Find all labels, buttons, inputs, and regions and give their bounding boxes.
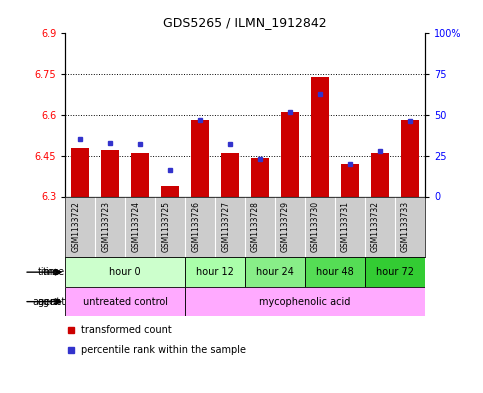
Text: GSM1133728: GSM1133728: [251, 201, 260, 252]
Text: GSM1133722: GSM1133722: [71, 201, 80, 252]
Text: time: time: [43, 267, 65, 277]
Bar: [191, 120, 209, 196]
Text: time: time: [38, 267, 60, 277]
Text: mycophenolic acid: mycophenolic acid: [259, 297, 351, 307]
Text: GSM1133724: GSM1133724: [131, 201, 140, 252]
Bar: [65, 257, 185, 287]
Text: hour 12: hour 12: [196, 267, 234, 277]
Text: GSM1133729: GSM1133729: [281, 201, 290, 252]
Bar: [101, 150, 119, 196]
Text: transformed count: transformed count: [82, 325, 172, 335]
Bar: [185, 287, 425, 316]
Text: hour 24: hour 24: [256, 267, 294, 277]
Bar: [401, 120, 419, 196]
Text: hour 72: hour 72: [376, 267, 414, 277]
Bar: [341, 164, 359, 196]
Bar: [161, 185, 179, 196]
Bar: [281, 112, 299, 196]
Bar: [305, 257, 365, 287]
Text: GSM1133733: GSM1133733: [401, 201, 410, 252]
Bar: [311, 77, 329, 196]
Bar: [185, 257, 245, 287]
Bar: [251, 158, 269, 196]
Text: GSM1133732: GSM1133732: [371, 201, 380, 252]
Bar: [371, 153, 389, 196]
Text: GSM1133726: GSM1133726: [191, 201, 200, 252]
Text: GSM1133730: GSM1133730: [311, 201, 320, 252]
Bar: [71, 147, 89, 196]
Text: untreated control: untreated control: [83, 297, 168, 307]
Bar: [365, 257, 425, 287]
Bar: [245, 257, 305, 287]
Text: agent: agent: [37, 297, 65, 307]
Text: GSM1133731: GSM1133731: [341, 201, 350, 252]
Text: GSM1133725: GSM1133725: [161, 201, 170, 252]
Text: percentile rank within the sample: percentile rank within the sample: [82, 345, 246, 355]
Text: hour 48: hour 48: [316, 267, 354, 277]
Bar: [65, 287, 185, 316]
Text: hour 0: hour 0: [109, 267, 141, 277]
Text: agent: agent: [32, 297, 60, 307]
Text: GSM1133727: GSM1133727: [221, 201, 230, 252]
Bar: [221, 153, 239, 196]
Bar: [131, 153, 149, 196]
Text: GSM1133723: GSM1133723: [101, 201, 110, 252]
Title: GDS5265 / ILMN_1912842: GDS5265 / ILMN_1912842: [163, 17, 327, 29]
